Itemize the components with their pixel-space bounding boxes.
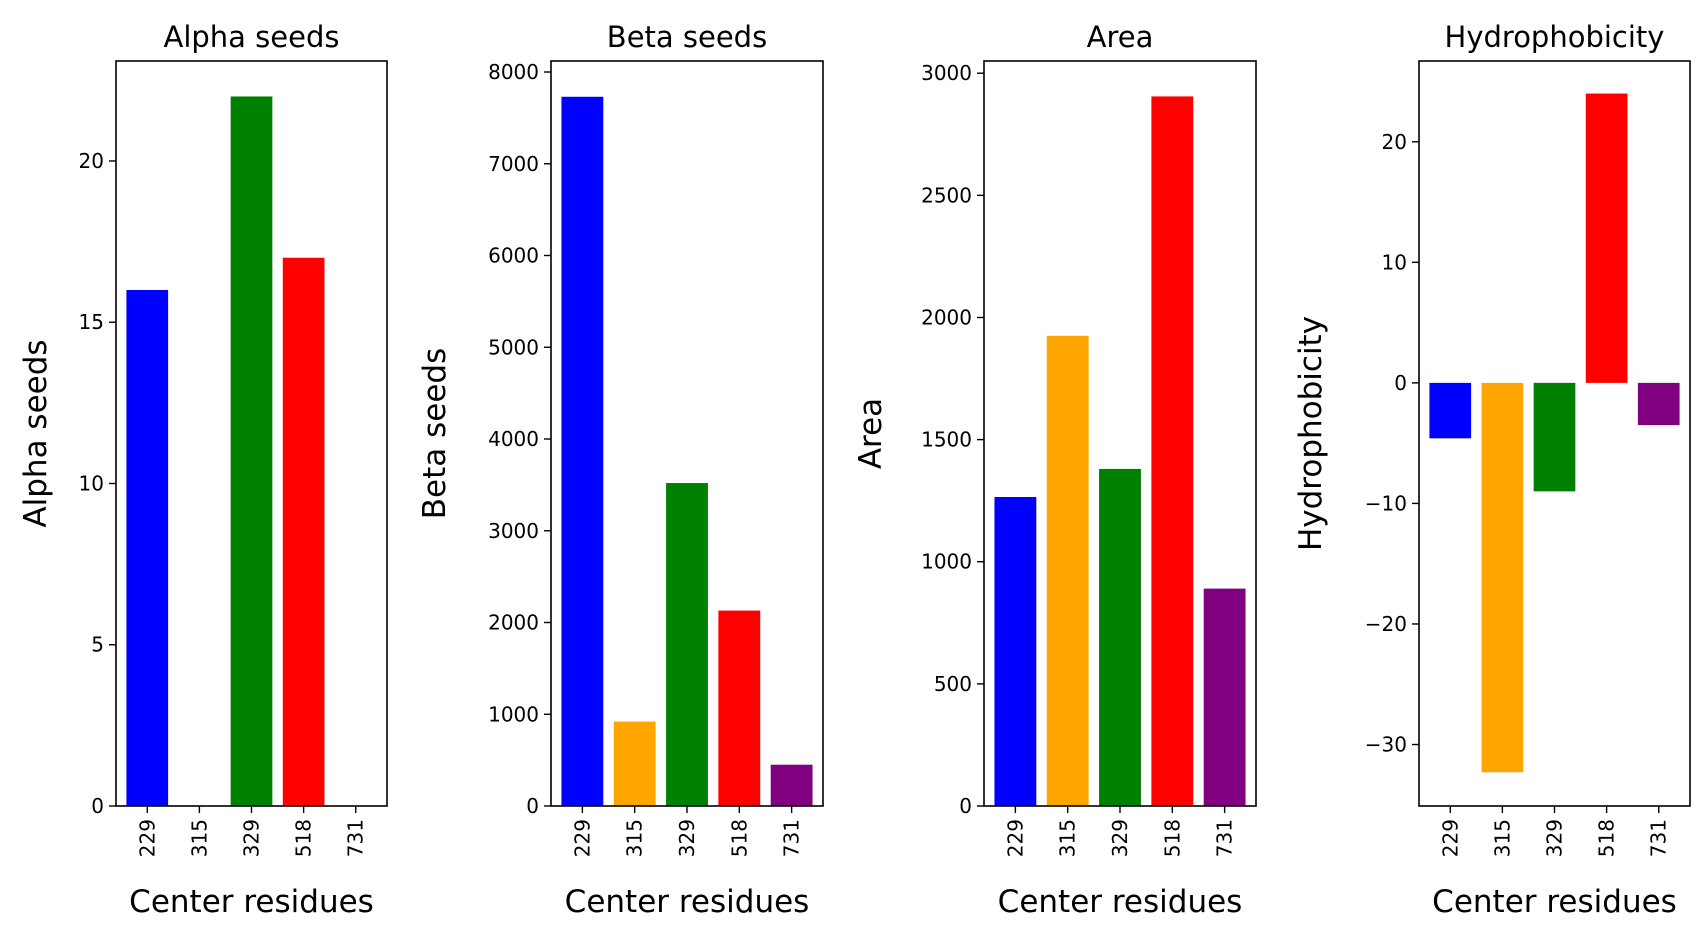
chart-title: Hydrophobicity [1445, 20, 1665, 54]
x-tick-label: 229 [135, 819, 159, 857]
y-axis-label: Hydrophobicity [1293, 316, 1329, 551]
chart-panel: −30 −20 −10 0 10 20 229 315 329 518 731 Hydrophobic… [1293, 20, 1691, 920]
chart-title: Area [1087, 20, 1154, 54]
x-tick-label: 229 [1003, 819, 1027, 857]
chart-panel: 0 1000 2000 3000 4000 5000 6000 7000 8000 229 315 3… [417, 20, 824, 920]
y-tick-label: 500 [934, 672, 972, 696]
x-tick-label: 518 [1595, 819, 1619, 857]
x-tick-label: 731 [1213, 819, 1237, 857]
y-tick-label: 6000 [488, 244, 539, 268]
bar [1481, 382, 1524, 773]
x-axis-label: Center residues [998, 884, 1243, 920]
bar [1151, 96, 1194, 807]
bar [1637, 382, 1680, 426]
y-tick-label: −30 [1365, 733, 1407, 757]
x-tick-label: 315 [623, 819, 647, 857]
y-tick-label: 10 [79, 471, 104, 495]
x-tick-label: 329 [240, 819, 264, 857]
x-axis-label: Center residues [565, 884, 810, 920]
y-tick-label: 2000 [921, 305, 972, 329]
y-tick-label: 0 [959, 794, 972, 818]
y-tick-label: 0 [526, 794, 539, 818]
y-tick-label: 3000 [921, 61, 972, 85]
y-axis-label: Area [853, 398, 889, 469]
y-tick-label: 2000 [488, 611, 539, 635]
y-tick-label: 7000 [488, 152, 539, 176]
bar [1099, 468, 1141, 806]
y-tick-label: 1000 [488, 702, 539, 726]
y-tick-label: 15 [79, 310, 104, 334]
y-axis-label: Beta seeds [417, 348, 453, 519]
x-tick-label: 518 [1160, 819, 1184, 857]
y-tick-label: 8000 [488, 60, 539, 84]
x-tick-label: 329 [1108, 819, 1132, 857]
bar [613, 721, 656, 806]
y-tick-label: 5 [91, 633, 104, 657]
y-tick-label: 20 [1382, 130, 1407, 154]
x-tick-label: 229 [570, 819, 594, 857]
x-tick-label: 315 [1056, 819, 1080, 857]
x-axis-label: Center residues [1432, 884, 1677, 920]
y-tick-label: 4000 [488, 427, 539, 451]
y-tick-label: 3000 [488, 519, 539, 543]
y-tick-label: 10 [1382, 250, 1407, 274]
bar [561, 96, 604, 806]
x-axis-label: Center residues [129, 884, 374, 920]
x-tick-label: 329 [675, 819, 699, 857]
x-tick-label: 315 [187, 819, 211, 857]
bar [1046, 335, 1089, 806]
y-tick-label: 1500 [921, 428, 972, 452]
chart-panel: 0 5 10 15 20 229 315 329 518 731 Alpha seeds Center… [18, 20, 388, 920]
bar [1585, 93, 1628, 383]
bar [282, 257, 325, 807]
bar [1203, 588, 1246, 806]
y-tick-label: 2500 [921, 183, 972, 207]
chart-panel: 0 500 1000 1500 2000 2500 3000 229 315 329 518 731 A… [853, 20, 1257, 920]
x-tick-label: 518 [727, 819, 751, 857]
chart-title: Beta seeds [607, 20, 767, 54]
bar [994, 497, 1037, 806]
x-tick-label: 229 [1438, 819, 1462, 857]
y-tick-label: 1000 [921, 550, 972, 574]
y-tick-label: −10 [1365, 491, 1407, 515]
y-tick-label: 0 [1394, 371, 1407, 395]
bar [666, 483, 708, 806]
y-tick-label: 0 [91, 794, 104, 818]
bar [1429, 382, 1472, 439]
y-tick-label: 5000 [488, 335, 539, 359]
y-tick-label: 20 [79, 149, 104, 173]
x-tick-label: 731 [1647, 819, 1671, 857]
bar [718, 610, 761, 806]
y-tick-label: −20 [1365, 612, 1407, 636]
x-tick-label: 329 [1543, 819, 1567, 857]
y-axis-label: Alpha seeds [18, 339, 54, 527]
bar [1533, 382, 1576, 492]
x-tick-label: 731 [344, 819, 368, 857]
bar [770, 764, 813, 806]
x-tick-label: 315 [1490, 819, 1514, 857]
bar [230, 96, 273, 807]
x-tick-label: 731 [780, 819, 804, 857]
chart-title: Alpha seeds [164, 20, 340, 54]
x-tick-label: 518 [292, 819, 316, 857]
bar [126, 289, 169, 807]
